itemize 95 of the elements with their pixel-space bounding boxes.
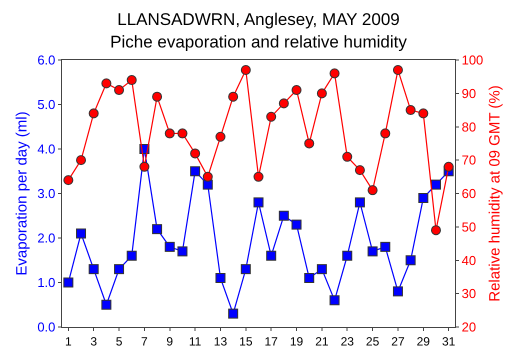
point <box>342 250 352 261</box>
point <box>190 148 200 158</box>
x-tick-label: 5 <box>116 334 123 348</box>
point <box>380 128 390 138</box>
point <box>101 78 112 88</box>
y2-tick-label: 90 <box>462 86 476 101</box>
point <box>240 264 251 274</box>
point <box>406 105 416 116</box>
x-tick-label: 25 <box>366 334 380 348</box>
point <box>354 165 365 176</box>
y2-tick-label: 50 <box>462 219 476 234</box>
y2-tick-label: 20 <box>462 320 476 335</box>
point <box>368 246 378 256</box>
point <box>316 88 327 98</box>
point <box>139 162 150 172</box>
point <box>63 278 74 288</box>
x-tick-label: 29 <box>416 334 430 348</box>
y-axis-title: Evaporation per day (ml) <box>14 111 31 276</box>
point <box>76 228 86 239</box>
y-tick-label: 0.0 <box>37 320 56 335</box>
point <box>278 210 289 221</box>
point <box>368 185 378 196</box>
point <box>316 264 327 274</box>
x-tick-label: 11 <box>188 334 202 348</box>
point <box>126 75 137 86</box>
y-tick-label: 2.0 <box>37 230 56 246</box>
y2-tick-label: 30 <box>462 286 476 302</box>
point <box>292 85 302 96</box>
point <box>152 224 162 234</box>
x-tick-label: 15 <box>239 334 253 348</box>
x-tick-label: 17 <box>264 334 278 348</box>
point <box>278 98 289 108</box>
point <box>354 197 365 208</box>
x-tick-label: 9 <box>166 334 174 348</box>
point <box>240 65 251 76</box>
point <box>164 128 175 138</box>
point <box>392 65 403 76</box>
x-tick-label: 31 <box>442 334 456 348</box>
point <box>164 242 175 252</box>
point <box>418 192 428 203</box>
x-tick-label: 3 <box>90 334 98 348</box>
x-tick-label: 23 <box>340 334 354 348</box>
point <box>254 197 264 208</box>
point <box>444 162 454 172</box>
point <box>215 132 226 142</box>
chart-subtitle: Piche evaporation and relative humidity <box>110 32 408 52</box>
point <box>292 220 302 230</box>
point <box>177 246 188 256</box>
point <box>406 255 416 266</box>
point <box>380 242 390 252</box>
x-tick-label: 7 <box>141 334 148 348</box>
x-tick-label: 27 <box>391 334 405 348</box>
x-tick-label: 19 <box>290 334 304 348</box>
point <box>342 152 352 162</box>
point <box>430 225 441 236</box>
point <box>304 273 314 284</box>
point <box>392 286 403 296</box>
y-tick-label: 6.0 <box>37 52 56 68</box>
point <box>114 264 124 274</box>
point <box>330 295 340 306</box>
point <box>88 264 99 274</box>
point <box>418 108 428 118</box>
y2-tick-label: 60 <box>462 186 476 202</box>
chart-title: LLANSADWRN, Anglesey, MAY 2009 <box>117 10 400 30</box>
y-tick-label: 4.0 <box>37 142 56 157</box>
y2-tick-label: 100 <box>462 52 484 68</box>
point <box>63 175 74 186</box>
y2-tick-label: 70 <box>462 152 476 168</box>
y2-axis-title: Relative humidity at 09 GMT (%) <box>486 85 504 302</box>
point <box>215 273 226 284</box>
x-tick-label: 21 <box>315 334 329 348</box>
x-tick-label: 13 <box>214 334 228 348</box>
point <box>88 108 99 118</box>
y2-tick-label: 80 <box>462 119 476 134</box>
point <box>228 308 238 319</box>
point <box>126 250 137 261</box>
x-tick-label: 1 <box>64 334 72 348</box>
point <box>202 172 213 182</box>
y-tick-label: 3.0 <box>37 186 56 202</box>
y-tick-label: 5.0 <box>37 97 56 112</box>
point <box>266 250 276 261</box>
point <box>304 138 314 148</box>
point <box>266 112 276 122</box>
point <box>114 85 124 96</box>
point <box>177 128 188 138</box>
point <box>190 166 200 176</box>
y-tick-label: 1.0 <box>37 275 56 290</box>
point <box>101 300 112 310</box>
point <box>76 155 86 166</box>
point <box>430 180 441 190</box>
point <box>152 92 162 102</box>
point <box>228 92 238 102</box>
y2-tick-label: 40 <box>462 252 476 268</box>
point <box>254 172 264 182</box>
point <box>330 68 340 78</box>
